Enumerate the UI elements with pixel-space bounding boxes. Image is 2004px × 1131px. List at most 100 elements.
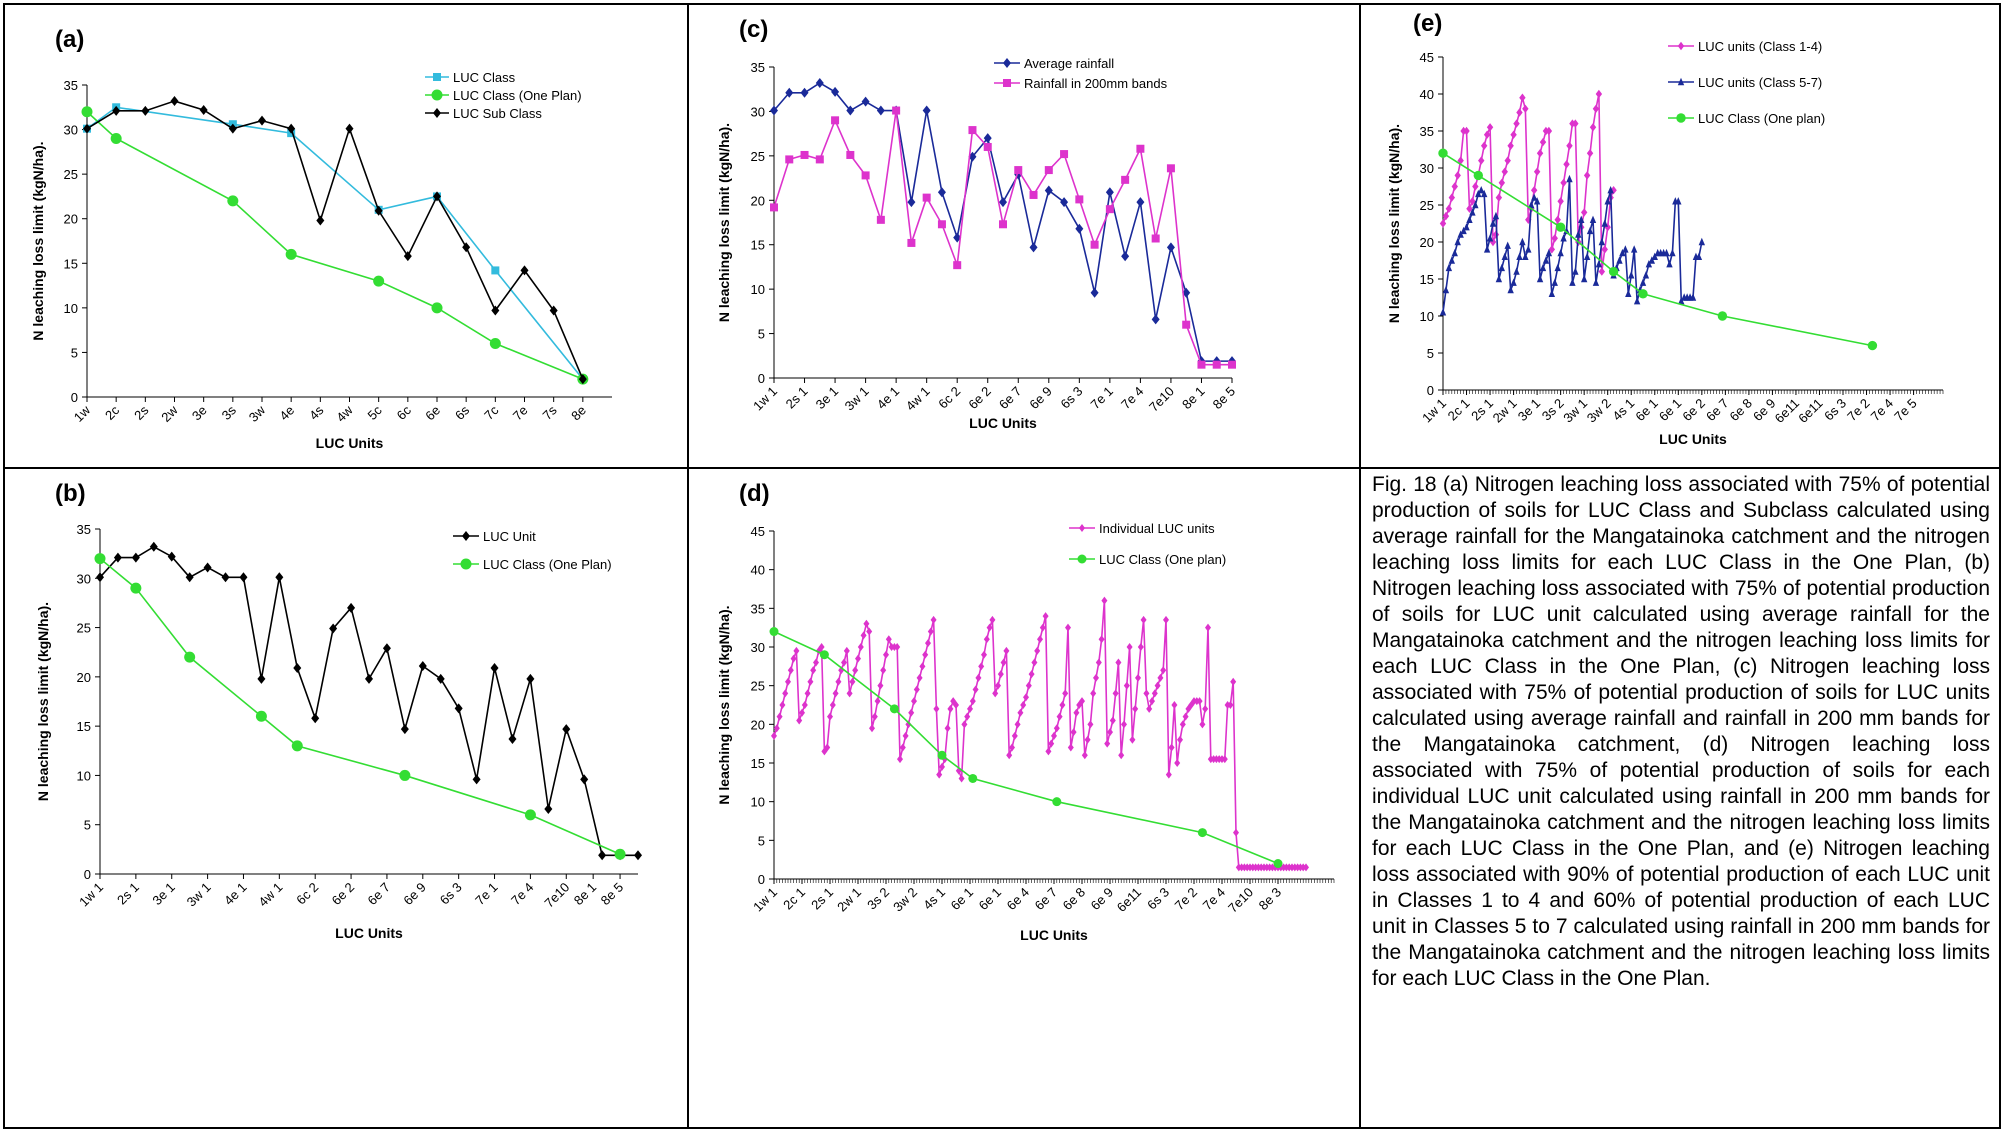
- data-point: [400, 724, 409, 735]
- data-point: [112, 105, 121, 116]
- data-point: [1123, 681, 1130, 690]
- panel-caption: [1359, 467, 2001, 1129]
- x-tick-label: 6s: [452, 402, 473, 423]
- data-point: [113, 552, 122, 563]
- data-point: [1630, 245, 1638, 253]
- y-tick-label: 45: [1420, 50, 1434, 65]
- data-point: [1578, 215, 1585, 223]
- x-tick-label: 2c: [102, 402, 123, 423]
- data-point: [855, 654, 861, 663]
- series-line: [773, 110, 1232, 366]
- panel-a: (a) 0 5 10 15 20 25 30 35 1w 2c 2s 2w 3e 3s 3w 4e 4s 4w 5c 6…: [3, 3, 689, 469]
- data-point: [1185, 704, 1192, 713]
- data-point: [1525, 245, 1532, 253]
- data-point: [1638, 289, 1648, 299]
- data-point: [1168, 743, 1175, 752]
- legend-entry: Rainfall in 200mm bands: [994, 76, 1168, 91]
- data-point: [1233, 828, 1239, 837]
- data-point: [1539, 137, 1547, 147]
- legend-entry: LUC Sub Class: [425, 106, 542, 121]
- data-point: [892, 106, 901, 115]
- figure-caption: Fig. 18 (a) Nitrogen leaching loss assoc…: [1372, 473, 1990, 990]
- x-tick-label: 3w 2: [1584, 396, 1614, 426]
- data-point: [203, 562, 212, 573]
- x-tick-label: 4w 1: [903, 384, 933, 414]
- data-point: [1510, 278, 1517, 286]
- legend-entry: Individual LUC units: [1069, 521, 1215, 536]
- legend-entry: LUC Class (One plan): [1069, 552, 1226, 567]
- data-point: [937, 187, 946, 198]
- panel-label: (c): [739, 16, 768, 43]
- x-tick-label: 6e11: [1772, 396, 1802, 426]
- data-point: [1501, 252, 1508, 260]
- x-tick-label: 2w 1: [1490, 396, 1520, 426]
- data-point: [1504, 241, 1511, 249]
- legend-entry: LUC Class: [425, 70, 516, 85]
- data-point: [490, 662, 499, 673]
- data-point: [953, 261, 962, 270]
- data-point: [1445, 204, 1453, 213]
- data-point: [1090, 689, 1097, 698]
- data-point: [1182, 712, 1189, 721]
- data-point: [1595, 260, 1603, 268]
- data-point: [316, 215, 325, 226]
- data-point: [1112, 689, 1119, 698]
- x-tick-label: 6e 1: [976, 885, 1005, 914]
- data-point: [365, 673, 373, 684]
- series-line: [86, 100, 584, 380]
- data-point: [889, 704, 899, 714]
- chart-b: (b) 0 5 10 15 20 25 30 35 1w 1 2s 1 3e 1 3w 1 4e 1 4w …: [35, 480, 642, 941]
- data-point: [1059, 701, 1066, 709]
- data-point: [1504, 156, 1511, 165]
- data-point: [489, 338, 501, 350]
- data-point: [964, 712, 971, 721]
- legend-marker: [1077, 554, 1087, 564]
- chart-d: (d) 0 5 10 15 20 25 30 35 40 45 1w 1 2c 1 2s 12w 1 3s …: [716, 480, 1335, 943]
- data-point: [773, 724, 780, 733]
- data-point: [472, 774, 481, 785]
- legend-label: Rainfall in 200mm bands: [1024, 76, 1168, 91]
- data-point: [1598, 237, 1606, 246]
- data-point: [1037, 635, 1043, 644]
- data-point: [1507, 141, 1514, 150]
- data-point: [255, 710, 267, 722]
- legend-entry: LUC Class (One plan): [1668, 111, 1825, 126]
- data-point: [1492, 211, 1500, 220]
- data-point: [1081, 751, 1088, 760]
- data-point: [1586, 226, 1594, 235]
- x-axis-title: LUC Units: [1659, 431, 1727, 447]
- data-point: [863, 619, 870, 628]
- data-point: [1495, 274, 1503, 283]
- data-point: [1151, 689, 1158, 698]
- data-point: [947, 704, 954, 713]
- data-point: [861, 96, 870, 107]
- legend-label: Average rainfall: [1024, 56, 1114, 71]
- data-point: [96, 572, 104, 583]
- x-tick-label: 2s 1: [808, 885, 836, 913]
- x-tick-label: 6s 3: [1821, 396, 1849, 424]
- y-tick-label: 10: [751, 795, 765, 810]
- y-tick-label: 10: [77, 768, 91, 783]
- y-tick-label: 5: [84, 818, 91, 833]
- data-point: [1592, 278, 1600, 286]
- data-point: [1126, 643, 1133, 651]
- x-tick-label: 6e 8: [1060, 885, 1089, 914]
- legend-label: LUC Class (One Plan): [453, 88, 582, 103]
- x-tick-label: 4e 1: [874, 384, 903, 413]
- y-tick-label: 25: [1420, 198, 1434, 213]
- data-point: [989, 615, 996, 624]
- data-point: [382, 643, 391, 654]
- data-point: [1675, 197, 1682, 205]
- data-point: [141, 105, 150, 116]
- data-point: [1554, 263, 1561, 272]
- x-tick-label: 3w: [246, 402, 269, 425]
- data-point: [1486, 123, 1494, 132]
- data-point: [1501, 167, 1508, 176]
- data-point: [1867, 340, 1878, 351]
- data-point: [1448, 193, 1456, 202]
- data-point: [1174, 759, 1181, 767]
- y-axis-title: N leaching loss limit (kgN/ha).: [35, 602, 51, 801]
- data-point: [975, 673, 982, 682]
- data-point: [1442, 211, 1450, 221]
- legend-marker: [462, 531, 470, 541]
